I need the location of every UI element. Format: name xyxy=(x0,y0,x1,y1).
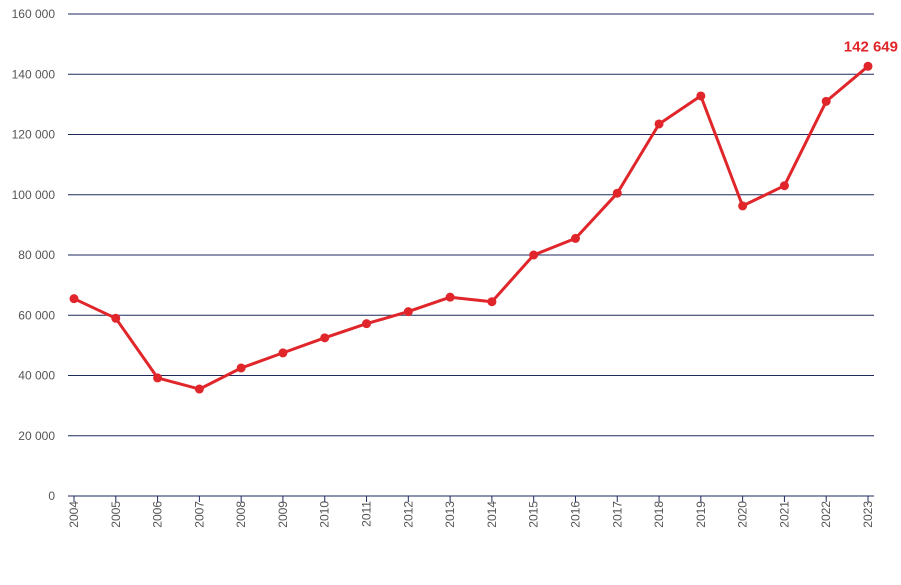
data-point xyxy=(779,181,789,191)
data-point xyxy=(236,363,246,373)
data-point xyxy=(821,96,831,106)
x-tick-label: 2011 xyxy=(360,501,374,527)
y-tick-label: 0 xyxy=(48,489,55,503)
annotations: 142 649 xyxy=(844,38,898,55)
data-point xyxy=(278,348,288,358)
y-tick-label: 160 000 xyxy=(12,7,56,21)
x-tick-label: 2012 xyxy=(401,501,415,528)
x-tick-label: 2006 xyxy=(151,501,165,528)
x-tick-label: 2009 xyxy=(276,501,290,528)
data-point xyxy=(445,292,455,302)
y-tick-label: 80 000 xyxy=(18,248,55,262)
x-tick-label: 2021 xyxy=(777,501,791,528)
y-axis-ticks: 0 20 000 40 000 60 000 80 000 100 000 120 000 1… xyxy=(12,7,56,503)
x-tick-label: 2017 xyxy=(610,501,624,528)
value-annotation: 142 649 xyxy=(844,38,898,55)
data-point xyxy=(487,297,497,307)
x-tick-label: 2013 xyxy=(443,501,457,528)
y-tick-label: 120 000 xyxy=(12,128,56,142)
x-tick-label: 2010 xyxy=(318,501,332,528)
data-point xyxy=(194,384,204,394)
data-point xyxy=(696,91,706,101)
data-point xyxy=(69,294,79,304)
data-point xyxy=(403,307,413,317)
x-tick-label: 2018 xyxy=(652,501,666,528)
x-tick-label: 2014 xyxy=(485,501,499,528)
y-tick-label: 140 000 xyxy=(12,67,56,81)
x-tick-label: 2015 xyxy=(527,501,541,528)
data-point xyxy=(111,313,121,323)
x-tick-label: 2020 xyxy=(736,501,750,528)
x-tick-label: 2004 xyxy=(67,501,81,528)
data-point xyxy=(362,319,372,329)
y-tick-label: 20 000 xyxy=(18,429,55,443)
y-tick-label: 100 000 xyxy=(12,188,56,202)
x-tick-label: 2019 xyxy=(694,501,708,528)
series-line xyxy=(73,65,869,391)
data-point xyxy=(612,188,622,198)
series-layer xyxy=(69,61,873,394)
gridlines xyxy=(68,13,874,497)
data-point xyxy=(153,373,163,383)
x-tick-label: 2008 xyxy=(234,501,248,528)
x-tick-label: 2023 xyxy=(861,501,875,528)
data-point xyxy=(738,201,748,211)
data-point xyxy=(320,333,330,343)
y-tick-label: 60 000 xyxy=(18,308,55,322)
x-tick-label: 2005 xyxy=(109,501,123,528)
x-tick-label: 2022 xyxy=(819,501,833,528)
data-point xyxy=(570,233,580,243)
data-point xyxy=(529,250,539,260)
data-point xyxy=(654,119,664,129)
x-tick-label: 2007 xyxy=(192,501,206,528)
y-tick-label: 40 000 xyxy=(18,369,55,383)
x-axis-ticks: 2004 2005 2006 2007 2008 2009 2010 2011 2012 2013… xyxy=(67,496,875,528)
x-tick-label: 2016 xyxy=(568,501,582,528)
data-point xyxy=(863,61,873,71)
